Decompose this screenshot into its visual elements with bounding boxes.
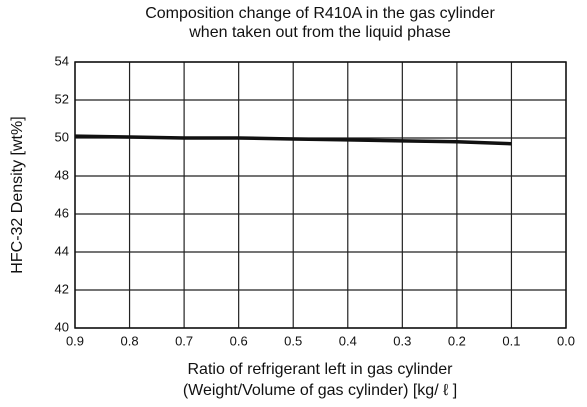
y-axis-label: HFC-32 Density [wt%] — [9, 116, 26, 273]
x-tick-label: 0.2 — [448, 333, 466, 348]
x-axis-label: Ratio of refrigerant left in gas cylinde… — [187, 361, 453, 378]
chart-title: when taken out from the liquid phase — [188, 24, 451, 41]
x-tick-label: 0.0 — [557, 333, 575, 348]
y-tick-label: 42 — [55, 281, 69, 296]
x-tick-label: 0.7 — [175, 333, 193, 348]
y-tick-label: 46 — [55, 205, 69, 220]
y-tick-label: 48 — [55, 167, 69, 182]
chart-title: Composition change of R410A in the gas c… — [145, 5, 495, 22]
x-tick-label: 0.8 — [121, 333, 139, 348]
x-tick-label: 0.3 — [393, 333, 411, 348]
plot-frame — [74, 61, 567, 329]
y-tick-label: 40 — [55, 319, 69, 334]
x-tick-label: 0.5 — [284, 333, 302, 348]
x-tick-label: 0.4 — [339, 333, 357, 348]
data-line — [74, 134, 512, 146]
y-tick-label: 44 — [55, 243, 69, 258]
x-tick-label: 0.6 — [230, 333, 248, 348]
y-tick-label: 50 — [55, 129, 69, 144]
x-axis-label: (Weight/Volume of gas cylinder) [kg/ ℓ ] — [183, 382, 457, 399]
y-tick-label: 54 — [55, 53, 69, 68]
x-tick-label: 0.1 — [502, 333, 520, 348]
x-tick-label: 0.9 — [66, 333, 84, 348]
y-tick-label: 52 — [55, 91, 69, 106]
